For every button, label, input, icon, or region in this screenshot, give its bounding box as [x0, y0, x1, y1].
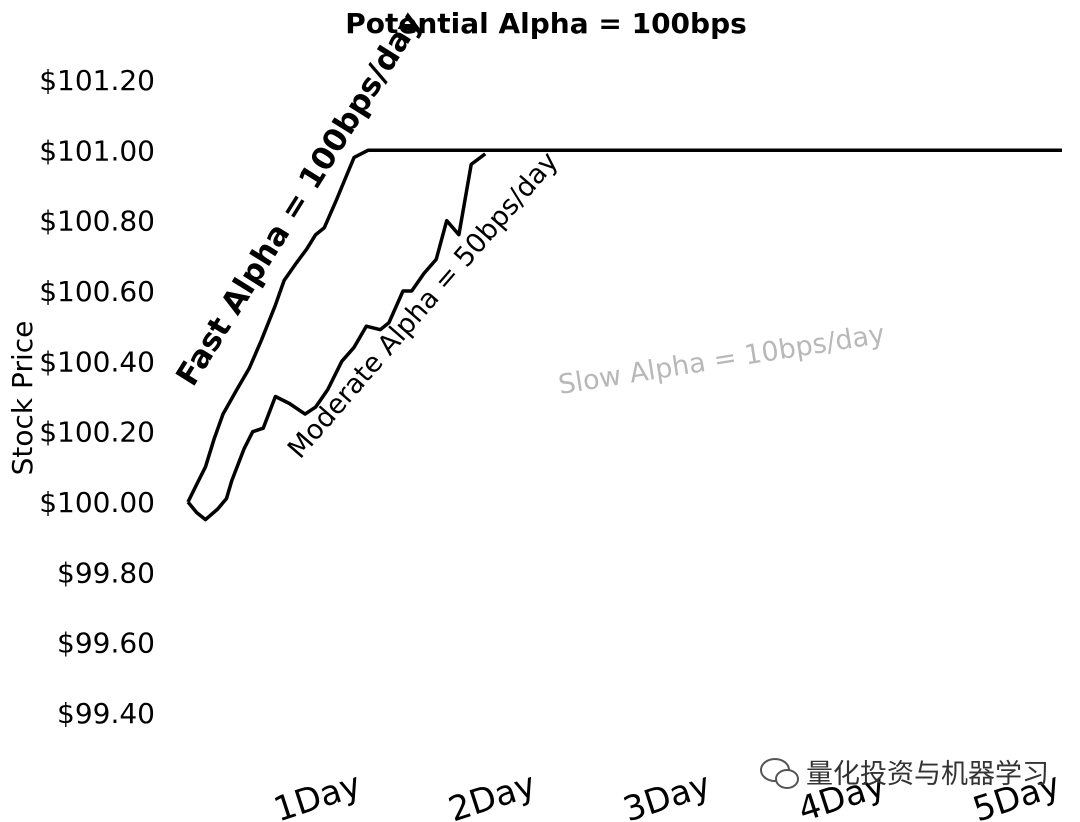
- y-tick-label: $100.80: [39, 205, 155, 238]
- watermark-text: 量化投资与机器学习: [806, 759, 1049, 790]
- y-tick-label: $100.60: [39, 275, 155, 308]
- y-tick-label: $101.00: [39, 134, 155, 167]
- chart-title: Potential Alpha = 100bps: [345, 7, 747, 40]
- y-tick-label: $99.60: [57, 627, 155, 660]
- x-tick-label: 2Day: [444, 765, 541, 822]
- chat-bubble-icon: [760, 758, 799, 789]
- series-line: [186, 152, 487, 522]
- y-tick-label: $100.40: [39, 345, 155, 378]
- y-tick-label: $101.20: [39, 64, 155, 97]
- moderate-alpha-annotation: Moderate Alpha = 50bps/day: [282, 146, 565, 464]
- x-tick-label: 1Day: [269, 765, 366, 822]
- series-line: [186, 148, 1062, 503]
- y-tick-label: $100.20: [39, 416, 155, 449]
- slow-alpha-annotation: Slow Alpha = 10bps/day: [556, 319, 887, 401]
- series-lines: [186, 148, 1062, 522]
- y-axis-label: Stock Price: [6, 321, 39, 476]
- y-tick-labels: $101.20 $101.00 $100.80 $100.60 $100.40 $100.…: [39, 64, 155, 730]
- y-tick-label: $100.00: [39, 486, 155, 519]
- y-tick-label: $99.40: [57, 697, 155, 730]
- x-tick-label: 3Day: [619, 765, 716, 822]
- y-tick-label: $99.80: [57, 556, 155, 589]
- watermark: 量化投资与机器学习: [760, 758, 1049, 790]
